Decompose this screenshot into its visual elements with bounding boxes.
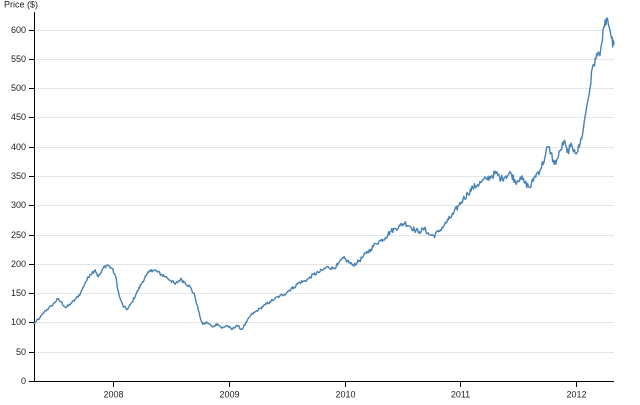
y-tick-label: 450: [11, 112, 26, 122]
y-tick-label: 150: [11, 288, 26, 298]
y-axis-label: Price ($): [4, 0, 38, 9]
series-layer: [33, 17, 615, 331]
x-tick-label: 2008: [103, 389, 123, 399]
y-tick-label: 550: [11, 54, 26, 64]
y-tick-label: 50: [16, 347, 26, 357]
y-tick-label: 200: [11, 259, 26, 269]
y-tick-label: 500: [11, 83, 26, 93]
y-tick-label: 350: [11, 171, 26, 181]
y-tick-label: 250: [11, 230, 26, 240]
x-tick-label: 2009: [219, 389, 239, 399]
x-tick-label: 2011: [451, 389, 470, 399]
y-tick-label: 600: [11, 25, 26, 35]
y-tick-label: 100: [11, 317, 26, 327]
axis-layer: 0 50 100 150 200 250 300 350 400 450 500 550 600 2008…: [11, 12, 614, 399]
grid-layer: [34, 30, 614, 353]
x-tick-label: 2012: [566, 389, 586, 399]
x-tick-label: 2010: [335, 389, 355, 399]
y-tick-label: 400: [11, 142, 26, 152]
y-tick-label: 300: [11, 200, 26, 210]
price-series-line: [33, 17, 615, 331]
y-tick-label: 0: [21, 376, 26, 386]
